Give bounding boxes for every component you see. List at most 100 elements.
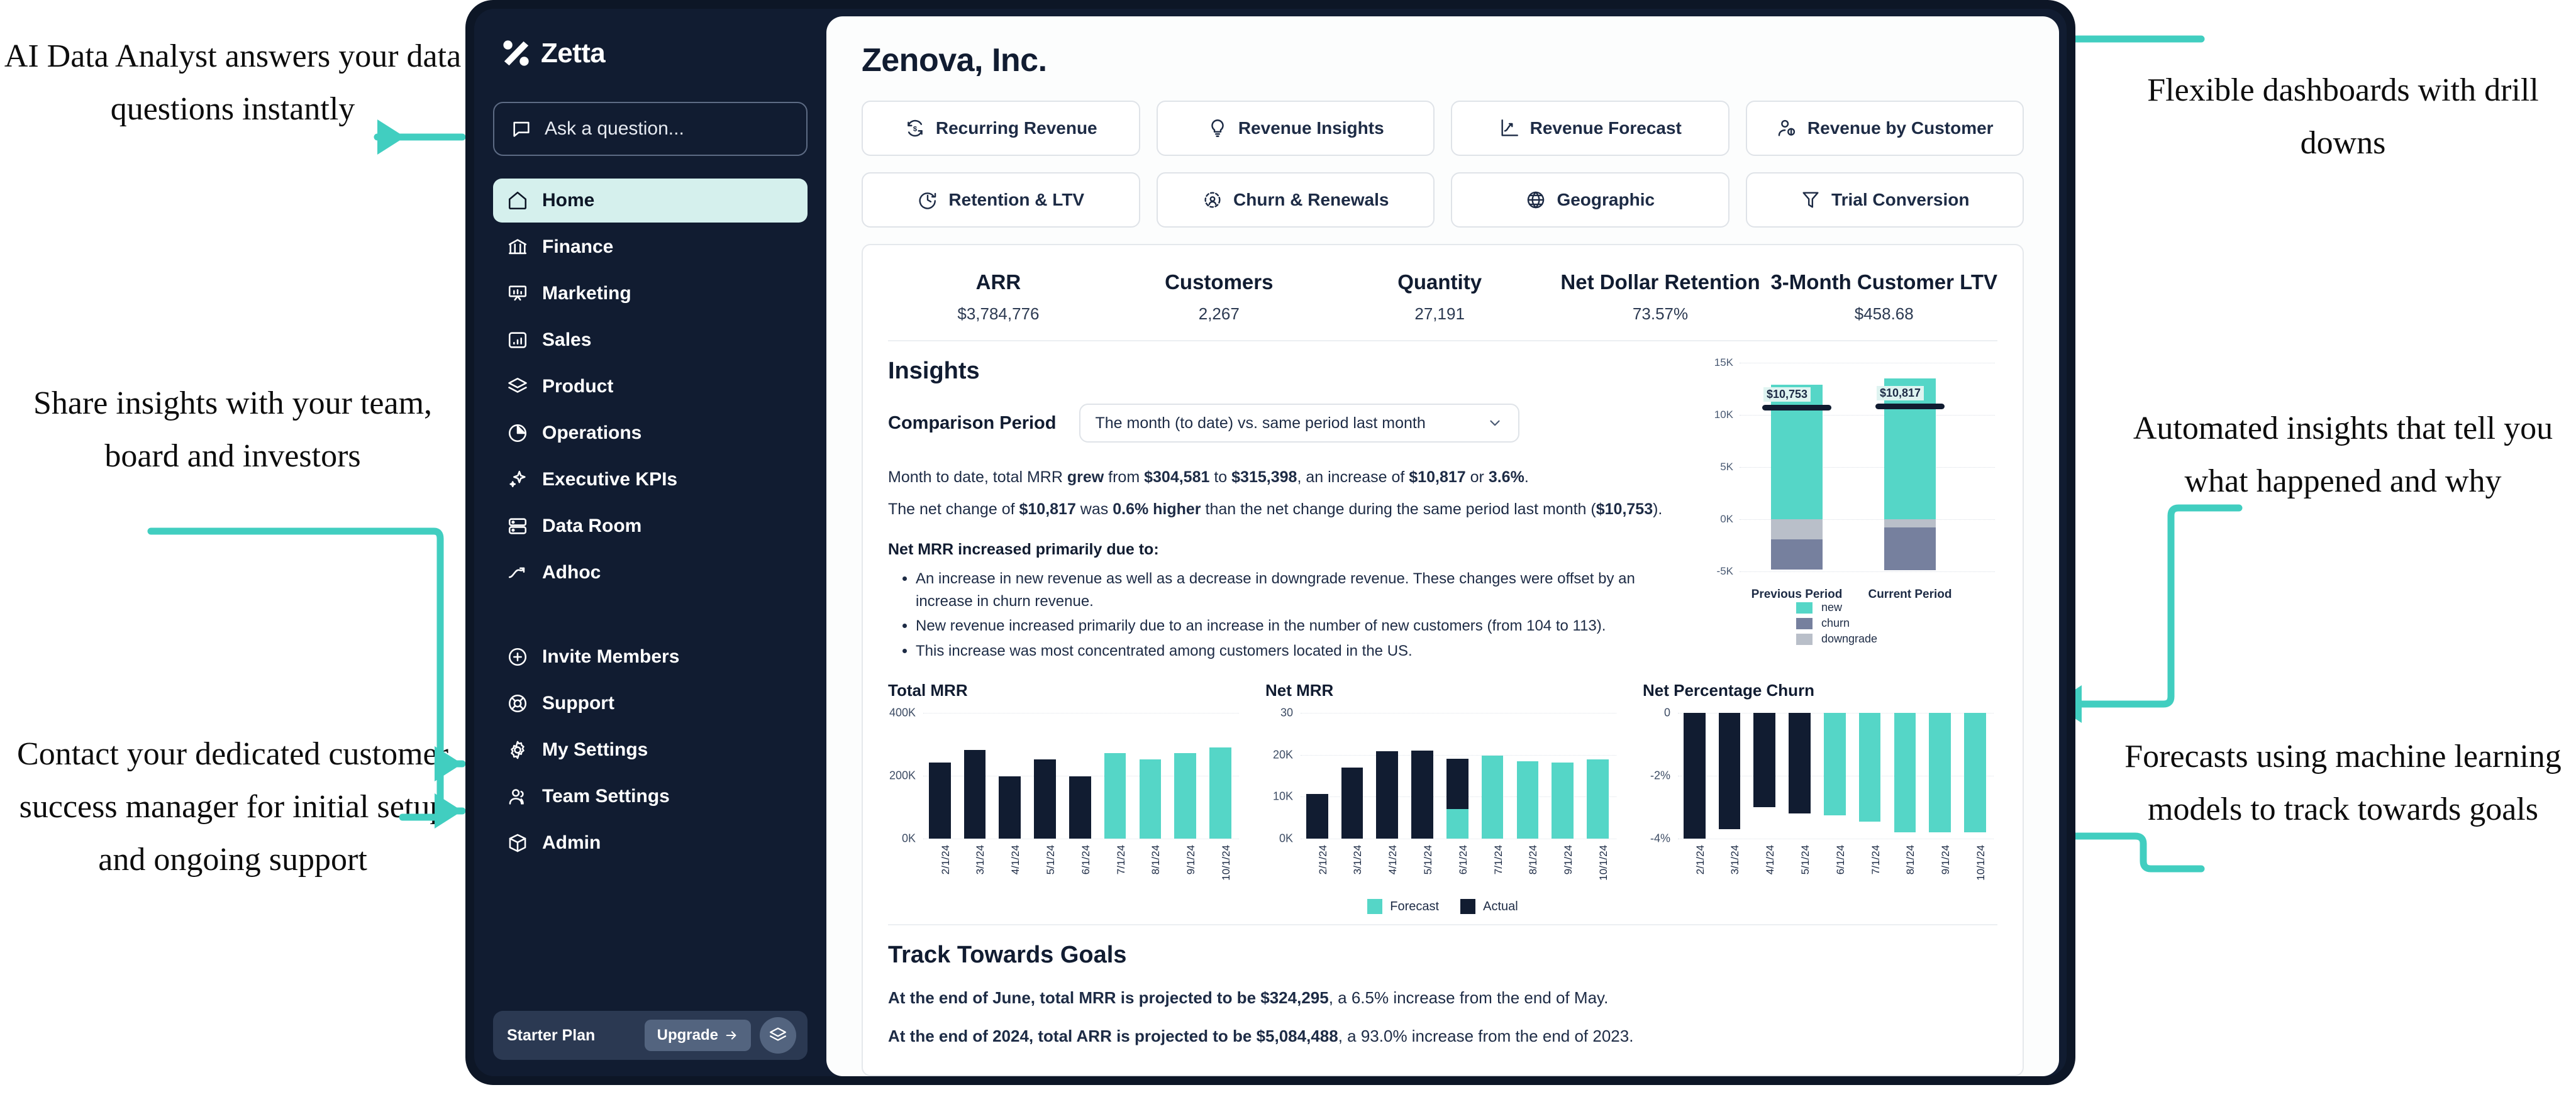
bar bbox=[1753, 713, 1776, 839]
axis-category-label: 3/1/24 bbox=[974, 845, 987, 875]
axis-tick-label: 0 bbox=[1663, 706, 1670, 719]
kpi-arr: ARR $3,784,776 bbox=[888, 270, 1109, 324]
sidebar-item-support[interactable]: Support bbox=[493, 681, 808, 725]
sidebar-item-operations[interactable]: Operations bbox=[493, 411, 808, 455]
net-mrr-heading: Net MRR increased primarily due to: bbox=[888, 541, 1159, 558]
bar bbox=[1034, 713, 1056, 839]
layers-icon bbox=[770, 1027, 786, 1041]
axis-category-label: 7/1/24 bbox=[1869, 845, 1882, 875]
net-change-marker bbox=[1875, 404, 1945, 410]
tab-churn-renewals[interactable]: Churn & Renewals bbox=[1156, 172, 1435, 228]
axis-category-label: 10/1/24 bbox=[1219, 845, 1232, 881]
tab-revenue-forecast[interactable]: Revenue Forecast bbox=[1451, 101, 1729, 156]
axis-tick-label: 0K bbox=[1720, 513, 1733, 525]
bank-icon bbox=[508, 239, 527, 255]
tab-revenue-by-customer[interactable]: Revenue by Customer bbox=[1745, 101, 2024, 156]
sidebar-item-label: Team Settings bbox=[542, 786, 670, 807]
sidebar-item-label: Admin bbox=[542, 832, 601, 853]
tab-label: Recurring Revenue bbox=[935, 118, 1097, 138]
ask-a-question-input[interactable]: Ask a question... bbox=[493, 102, 808, 156]
axis-category-label: 4/1/24 bbox=[1009, 845, 1022, 875]
axis-tick-label: 400K bbox=[889, 706, 916, 719]
net-mrr-chart: Net MRR 0K 10K 20K 30 2/1/24 3/1/24 4/1/24 5/1/… bbox=[1265, 681, 1620, 915]
mini-charts-row: Total MRR 0K 200K 400K 2/1/24 3/1/24 4/1/24 5/… bbox=[888, 681, 1997, 915]
axis-tick-label: 20K bbox=[1272, 748, 1293, 761]
chart-title: Net Percentage Churn bbox=[1643, 681, 1815, 700]
pie-chart-icon bbox=[508, 424, 527, 443]
comparison-period-select[interactable]: The month (to date) vs. same period last… bbox=[1079, 404, 1519, 443]
tab-geographic[interactable]: Geographic bbox=[1451, 172, 1729, 228]
kpi-net-dollar-retention: Net Dollar Retention 73.57% bbox=[1550, 270, 1771, 324]
tab-revenue-insights[interactable]: Revenue Insights bbox=[1156, 101, 1435, 156]
kpi-value: $458.68 bbox=[1854, 304, 1914, 323]
axis-tick-label: -4% bbox=[1650, 832, 1670, 845]
brand-name: Zetta bbox=[541, 38, 606, 69]
axis-category-label: 6/1/24 bbox=[1079, 845, 1092, 875]
axis-category-label: 7/1/24 bbox=[1114, 845, 1127, 875]
brand-logo: Zetta bbox=[493, 38, 808, 69]
axis-tick-label: -5K bbox=[1716, 565, 1733, 577]
sidebar-item-team-settings[interactable]: Team Settings bbox=[493, 774, 808, 818]
plus-circle-icon bbox=[508, 647, 527, 666]
insight-paragraph-1: Month to date, total MRR grew from $304,… bbox=[888, 468, 1529, 486]
bar bbox=[1683, 713, 1706, 839]
axis-category-label: Current Period bbox=[1868, 588, 1952, 601]
sidebar-item-marketing[interactable]: Marketing bbox=[493, 272, 808, 316]
tab-retention-ltv[interactable]: Retention & LTV bbox=[862, 172, 1140, 228]
tab-label: Revenue Forecast bbox=[1530, 118, 1682, 138]
user-dollar-icon bbox=[1778, 119, 1796, 136]
workspace-switcher-button[interactable] bbox=[760, 1017, 796, 1054]
tab-trial-conversion[interactable]: Trial Conversion bbox=[1745, 172, 2024, 228]
layers-icon bbox=[508, 377, 527, 393]
sidebar-item-sales[interactable]: Sales bbox=[493, 318, 808, 362]
axis-category-label: 4/1/24 bbox=[1387, 845, 1399, 875]
sidebar-item-label: Operations bbox=[542, 422, 642, 443]
axis-tick-label: 200K bbox=[889, 769, 916, 782]
tab-recurring-revenue[interactable]: $ Recurring Revenue bbox=[862, 101, 1140, 156]
sidebar-item-label: Marketing bbox=[542, 283, 631, 304]
forecast-chart-icon bbox=[1501, 119, 1518, 136]
sidebar-item-adhoc[interactable]: Adhoc bbox=[493, 551, 808, 595]
list-item: New revenue increased primarily due to a… bbox=[916, 615, 1683, 637]
sidebar-item-invite-members[interactable]: Invite Members bbox=[493, 635, 808, 679]
ask-placeholder: Ask a question... bbox=[545, 118, 684, 139]
bar bbox=[1587, 713, 1609, 839]
upgrade-label: Upgrade bbox=[657, 1027, 718, 1044]
sidebar-item-finance[interactable]: Finance bbox=[493, 225, 808, 269]
sidebar-item-executive-kpis[interactable]: Executive KPIs bbox=[493, 458, 808, 502]
svg-text:$: $ bbox=[913, 125, 918, 133]
axis-tick-label: 10K bbox=[1272, 790, 1293, 803]
axis-category-label: 5/1/24 bbox=[1421, 845, 1434, 875]
legend-item-downgrade: downgrade bbox=[1796, 632, 1877, 646]
bar bbox=[1516, 713, 1539, 839]
axis-category-label: 9/1/24 bbox=[1940, 845, 1952, 875]
axis-category-label: 10/1/24 bbox=[1597, 845, 1609, 881]
server-icon bbox=[508, 518, 527, 534]
chart-title: Net MRR bbox=[1265, 681, 1334, 700]
sidebar-item-admin[interactable]: Admin bbox=[493, 821, 808, 865]
sidebar-item-home[interactable]: Home bbox=[493, 179, 808, 223]
list-item: An increase in new revenue as well as a … bbox=[916, 568, 1683, 612]
sidebar-item-product[interactable]: Product bbox=[493, 365, 808, 409]
sidebar-item-data-room[interactable]: Data Room bbox=[493, 504, 808, 548]
sidebar: Zetta Ask a question... Home Finance Mar… bbox=[474, 9, 826, 1076]
axis-tick-label: 0K bbox=[901, 832, 916, 845]
plan-name: Starter Plan bbox=[507, 1026, 596, 1044]
axis-category-label: 6/1/24 bbox=[1834, 845, 1846, 875]
bar bbox=[1858, 713, 1881, 839]
sidebar-item-my-settings[interactable]: My Settings bbox=[493, 728, 808, 772]
insight-bullet-list: An increase in new revenue as well as a … bbox=[888, 568, 1683, 662]
total-mrr-chart: Total MRR 0K 200K 400K 2/1/24 3/1/24 4/1/24 5/… bbox=[888, 681, 1243, 914]
kpi-label: Quantity bbox=[1397, 270, 1482, 294]
bar bbox=[1306, 713, 1328, 839]
upgrade-button[interactable]: Upgrade bbox=[644, 1020, 751, 1051]
bar bbox=[1552, 713, 1574, 839]
bar bbox=[1341, 713, 1363, 839]
sidebar-item-label: Executive KPIs bbox=[542, 469, 678, 490]
sidebar-item-label: Invite Members bbox=[542, 646, 680, 667]
axis-category-label: 8/1/24 bbox=[1904, 845, 1917, 875]
tab-label: Revenue Insights bbox=[1238, 118, 1384, 138]
main-content: Zenova, Inc. $ Recurring Revenue Revenue… bbox=[826, 16, 2059, 1076]
net-mrr-waterfall-chart: -5K 0K 5K 10K 15K $10,753 Previous Period $10,8… bbox=[1702, 356, 1997, 645]
kpi-value: 2,267 bbox=[1198, 304, 1240, 323]
